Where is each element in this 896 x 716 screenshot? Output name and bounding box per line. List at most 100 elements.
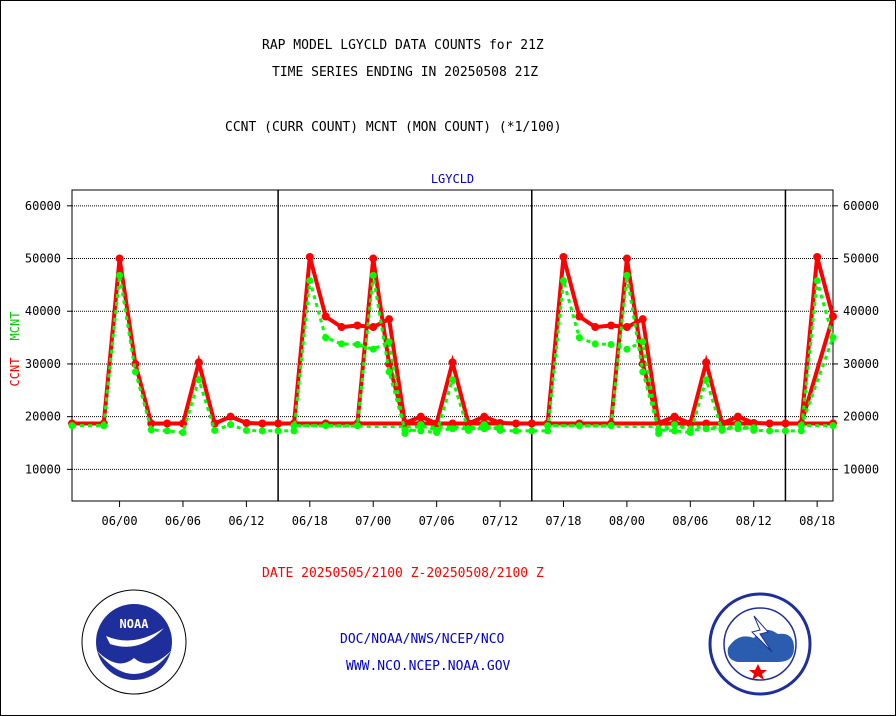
series-point-mcnt-18	[369, 345, 377, 353]
series-point-ccnt-9	[226, 412, 235, 421]
series-point-ccnt-68	[781, 419, 790, 428]
series-point-ccnt-7	[194, 358, 203, 367]
series-point-mcnt-66	[750, 426, 758, 434]
series-point-mcnt-9	[227, 421, 235, 429]
series-point-ccnt-5	[163, 419, 172, 428]
series-point-mcnt-28	[322, 422, 330, 430]
series-point-mcnt-15	[322, 334, 330, 342]
series-point-mcnt-13	[290, 427, 298, 435]
series-point-ccnt-30	[369, 254, 378, 263]
x-tick-label-2: 06/12	[228, 514, 264, 528]
series-point-mcnt-37	[480, 421, 488, 429]
series-point-mcnt-4	[147, 426, 155, 434]
series-point-mcnt-36	[464, 426, 472, 434]
y-tick-label-left-2: 30000	[25, 357, 61, 371]
series-point-mcnt-65	[734, 421, 742, 429]
y-tick-label-right-0: 10000	[843, 462, 879, 476]
series-point-mcnt-45	[607, 340, 615, 348]
series-point-mcnt-55	[544, 422, 552, 430]
x-tick-label-7: 07/18	[545, 514, 581, 528]
series-point-ccnt-37	[480, 412, 489, 421]
series-point-mcnt-42	[559, 277, 567, 285]
series-point-mcnt-51	[702, 425, 710, 433]
y-tick-label-left-1: 20000	[25, 410, 61, 424]
series-point-mcnt-59	[639, 368, 647, 376]
series-point-mcnt-35	[449, 376, 456, 384]
series-point-mcnt-30	[369, 271, 377, 279]
series-point-mcnt-0	[68, 422, 76, 430]
series-point-mcnt-72	[797, 422, 805, 430]
series-point-mcnt-60	[655, 426, 663, 434]
series-point-mcnt-58	[623, 271, 631, 279]
y-tick-label-left-0: 10000	[25, 462, 61, 476]
series-point-mcnt-14	[306, 277, 314, 285]
series-point-mcnt-68	[781, 427, 789, 435]
series-point-mcnt-33	[417, 427, 425, 435]
series-point-ccnt-65	[733, 412, 742, 421]
series-point-ccnt-35	[448, 358, 457, 367]
y-tick-label-right-1: 20000	[843, 410, 879, 424]
series-point-mcnt-61	[670, 427, 678, 435]
series-point-mcnt-17	[353, 340, 361, 348]
org-line[interactable]: DOC/NOAA/NWS/NCEP/NCO	[340, 632, 505, 647]
series-point-ccnt-16	[337, 323, 346, 332]
series-point-ccnt-47	[638, 315, 647, 324]
series-point-mcnt-47	[639, 338, 647, 346]
y-tick-label-right-5: 60000	[843, 199, 879, 213]
date-range-label: DATE 20250505/2100 Z-20250508/2100 Z	[262, 566, 544, 581]
x-tick-label-8: 08/00	[609, 514, 645, 528]
series-point-ccnt-11	[258, 419, 267, 428]
series-point-mcnt-31	[385, 368, 393, 376]
y-axis-label-ccnt: CCNT	[8, 358, 22, 387]
x-tick-label-10: 08/12	[736, 514, 772, 528]
x-tick-label-11: 08/18	[799, 514, 835, 528]
chart-inner-title: LGYCLD	[431, 172, 474, 186]
x-tick-label-5: 07/06	[419, 514, 455, 528]
series-point-ccnt-43	[575, 312, 584, 321]
series-point-ccnt-51	[702, 419, 711, 428]
series-point-ccnt-15	[321, 312, 330, 321]
series-point-mcnt-32	[401, 426, 409, 434]
y-tick-label-left-5: 60000	[25, 199, 61, 213]
series-point-ccnt-46	[622, 323, 631, 332]
y-tick-label-right-4: 50000	[843, 252, 879, 266]
x-tick-label-1: 06/06	[165, 514, 201, 528]
noaa-logo-text: NOAA	[120, 617, 150, 631]
x-tick-label-4: 07/00	[355, 514, 391, 528]
series-point-mcnt-69	[797, 427, 805, 435]
x-tick-label-0: 06/00	[102, 514, 138, 528]
series-point-mcnt-6	[179, 428, 187, 436]
series-point-mcnt-46	[623, 345, 631, 353]
x-tick-label-6: 07/12	[482, 514, 518, 528]
series-point-mcnt-70	[813, 277, 821, 285]
series-point-mcnt-40	[528, 427, 536, 435]
series-point-mcnt-44	[591, 340, 599, 348]
series-point-ccnt-40	[527, 419, 536, 428]
series-point-mcnt-71	[829, 334, 837, 342]
chart-title-line-2: TIME SERIES ENDING IN 20250508 21Z	[272, 65, 539, 80]
series-point-ccnt-23	[448, 419, 457, 428]
x-tick-label-9: 08/06	[672, 514, 708, 528]
series-point-ccnt-45	[607, 321, 616, 330]
series-point-ccnt-4	[147, 419, 156, 428]
series-point-ccnt-58	[622, 254, 631, 263]
series-point-mcnt-7	[195, 376, 203, 384]
series-point-mcnt-64	[718, 426, 726, 434]
x-tick-label-3: 06/18	[292, 514, 328, 528]
series-point-mcnt-41	[544, 427, 552, 435]
series-point-mcnt-16	[338, 340, 346, 348]
series-point-mcnt-5	[163, 427, 171, 435]
series-point-mcnt-29	[353, 422, 361, 430]
url-line[interactable]: WWW.NCO.NCEP.NOAA.GOV	[346, 659, 511, 674]
series-point-ccnt-19	[385, 315, 394, 324]
noaa-logo: NOAA	[81, 589, 187, 695]
series-point-ccnt-21	[416, 412, 425, 421]
series-point-ccnt-42	[559, 252, 568, 261]
series-point-mcnt-2	[116, 271, 124, 279]
series-point-ccnt-18	[369, 323, 378, 332]
series-point-mcnt-63	[702, 376, 710, 384]
series-point-ccnt-71	[829, 312, 837, 321]
series-point-mcnt-67	[766, 427, 774, 435]
nws-logo	[708, 592, 812, 696]
